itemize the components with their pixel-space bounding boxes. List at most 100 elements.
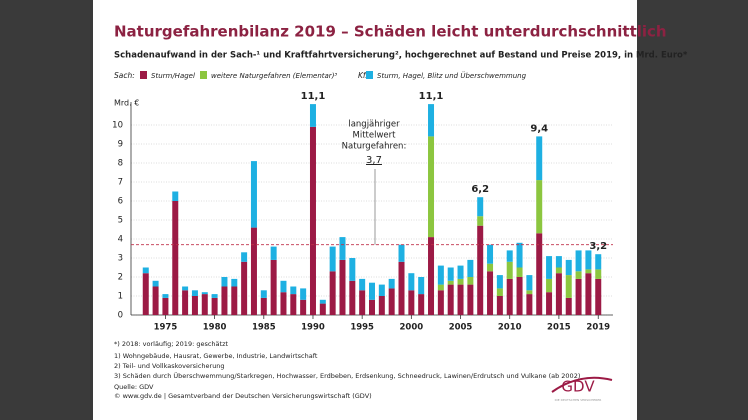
y-tick-label: 7 bbox=[118, 178, 123, 188]
logo-swoosh bbox=[551, 376, 613, 393]
bar-segment bbox=[536, 233, 543, 315]
bar-segment bbox=[428, 136, 435, 238]
bar-segment bbox=[300, 288, 307, 300]
bar-segment bbox=[191, 296, 198, 315]
mean-text: Mittelwert bbox=[353, 131, 397, 141]
bar-segment bbox=[369, 282, 375, 300]
bar-segment bbox=[418, 294, 425, 315]
bar-segment bbox=[339, 259, 346, 315]
bar-segment bbox=[182, 286, 189, 291]
bar-segment bbox=[487, 263, 494, 272]
bar-segment bbox=[585, 250, 592, 270]
bar-segment bbox=[250, 161, 257, 228]
bar-segment bbox=[516, 242, 523, 268]
bar-segment bbox=[329, 271, 336, 315]
bar-segment bbox=[290, 294, 297, 315]
bar-segment bbox=[575, 250, 582, 272]
bar-segment bbox=[516, 277, 523, 315]
bar-segment bbox=[467, 259, 474, 277]
bar-segment bbox=[329, 246, 336, 272]
y-tick-label: 8 bbox=[118, 159, 123, 169]
bar-segment bbox=[585, 273, 592, 315]
bar-segment bbox=[349, 258, 356, 281]
bar-segment bbox=[595, 269, 602, 279]
bar-segment bbox=[290, 286, 297, 295]
bar-segment bbox=[447, 267, 454, 281]
bar-segment bbox=[319, 303, 326, 315]
y-axis-label: Mrd. € bbox=[114, 99, 139, 108]
bar-segment bbox=[241, 252, 248, 262]
bar-segment bbox=[428, 104, 435, 137]
bar-segment bbox=[447, 284, 454, 315]
bar-segment bbox=[152, 286, 159, 315]
bar-segment bbox=[555, 273, 562, 315]
bar-segment bbox=[182, 290, 189, 315]
bar-segment bbox=[270, 246, 277, 260]
bar-segment bbox=[565, 297, 572, 315]
bar-segment bbox=[428, 237, 435, 315]
bar-segment bbox=[359, 278, 366, 291]
bar-segment bbox=[418, 277, 425, 295]
footnote: 2) Teil- und Vollkaskoversicherung bbox=[114, 362, 225, 370]
bar-segment bbox=[280, 292, 287, 315]
bar-segment bbox=[270, 259, 277, 315]
bar-segment bbox=[487, 244, 494, 264]
bar-segment bbox=[457, 265, 464, 279]
x-tick-label: 2005 bbox=[449, 323, 473, 333]
legend-swatch bbox=[200, 71, 207, 79]
bar-segment bbox=[565, 275, 572, 298]
source: Quelle: GDV bbox=[114, 383, 154, 391]
bar-segment bbox=[575, 278, 582, 315]
legend-swatch bbox=[366, 71, 373, 79]
bar-segment bbox=[300, 299, 307, 315]
bar-segment bbox=[496, 275, 503, 289]
bar-segment bbox=[142, 267, 149, 274]
bar-segment bbox=[526, 275, 533, 291]
bar-segment bbox=[201, 292, 208, 295]
y-tick-label: 10 bbox=[112, 121, 123, 131]
total-label: 6,2 bbox=[471, 184, 489, 195]
bar-segment bbox=[260, 297, 267, 315]
x-tick-label: 1985 bbox=[252, 323, 276, 333]
y-tick-label: 2 bbox=[118, 273, 123, 283]
legend-group: Sach: bbox=[114, 71, 135, 80]
x-tick-label: 2015 bbox=[547, 323, 571, 333]
legend-label: weitere Naturgefahren (Elementar)³ bbox=[211, 72, 337, 80]
bar-segment bbox=[595, 278, 602, 315]
bar-segment bbox=[309, 126, 316, 316]
y-tick-label: 6 bbox=[118, 197, 123, 207]
legend-label: Sturm/Hagel bbox=[151, 72, 195, 80]
bar-segment bbox=[378, 284, 385, 296]
bar-segment bbox=[457, 284, 464, 315]
footnote: 1) Wohngebäude, Hausrat, Gewerbe, Indust… bbox=[114, 352, 318, 360]
bar-segment bbox=[536, 136, 543, 181]
footnote: *) 2018: vorläufig; 2019: geschätzt bbox=[114, 340, 228, 348]
bar-segment bbox=[437, 265, 444, 285]
x-tick-label: 1975 bbox=[154, 323, 178, 333]
y-tick-label: 3 bbox=[118, 254, 123, 264]
bar-segment bbox=[260, 290, 267, 298]
bar-segment bbox=[211, 297, 218, 315]
bar-segment bbox=[437, 290, 444, 315]
bar-segment bbox=[369, 299, 375, 315]
bar-segment bbox=[231, 278, 238, 287]
bar-segment bbox=[585, 269, 592, 274]
y-tick-label: 9 bbox=[118, 140, 123, 150]
total-label: 3,2 bbox=[589, 241, 607, 252]
bar-segment bbox=[280, 280, 287, 293]
bar-segment bbox=[191, 290, 198, 296]
bar-segment bbox=[408, 273, 415, 291]
bar-segment bbox=[506, 250, 513, 262]
bar-segment bbox=[595, 254, 602, 270]
bar-segment bbox=[506, 278, 513, 315]
bar-segment bbox=[516, 267, 523, 277]
bar-segment bbox=[221, 277, 228, 287]
bar-segment bbox=[467, 284, 474, 315]
bar-segment bbox=[496, 288, 503, 296]
mean-text: langjähriger bbox=[348, 120, 400, 130]
bar-segment bbox=[398, 261, 405, 315]
bar-segment bbox=[546, 278, 553, 293]
mean-label: 3,7 bbox=[366, 155, 382, 166]
x-tick-label: 1995 bbox=[350, 323, 374, 333]
x-tick-label: 1990 bbox=[301, 323, 325, 333]
